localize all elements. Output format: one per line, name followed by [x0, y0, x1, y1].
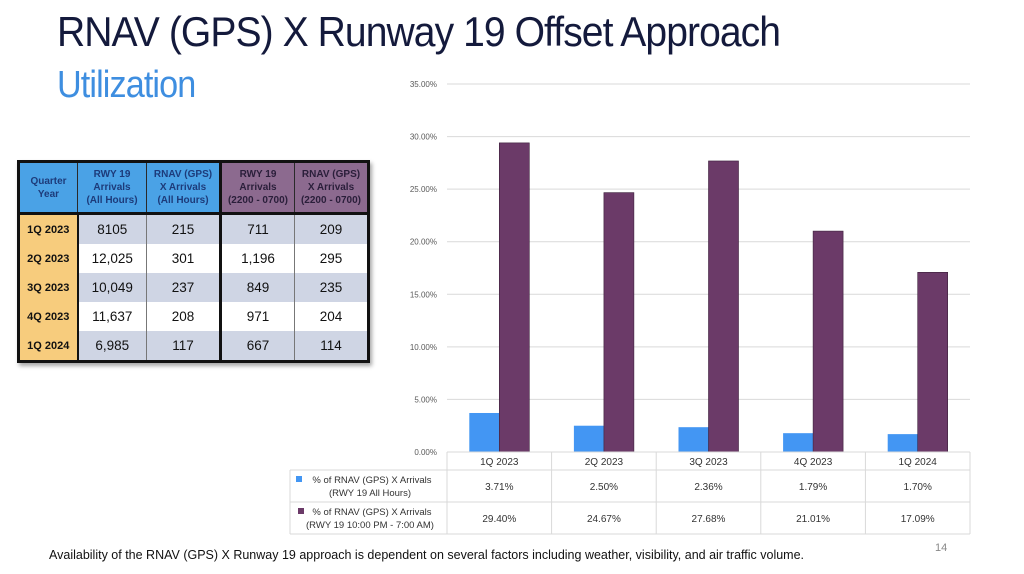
cell-quarter: 4Q 2023: [18, 302, 79, 331]
bar-all-hours-3q-2023: [678, 427, 709, 452]
bar-night-1q-2024: [917, 272, 949, 453]
table-row: 4Q 2023 11,637 208 971 204: [18, 302, 369, 331]
data-label: 3.71%: [485, 482, 513, 493]
data-label: 2.50%: [590, 482, 618, 493]
legend-key-night: [298, 508, 304, 514]
cell-rnav-night: 209: [294, 212, 369, 244]
footer-note: Availability of the RNAV (GPS) X Runway …: [49, 548, 805, 562]
cell-rnav-all: 208: [146, 302, 221, 331]
y-tick-label: 30.00%: [410, 133, 437, 142]
cell-quarter: 3Q 2023: [18, 273, 79, 302]
slide-title: RNAV (GPS) X Runway 19 Offset Approach: [57, 8, 781, 55]
header-rnav-night: RNAV (GPS) X Arrivals (2200 - 0700): [294, 161, 369, 214]
cell-rwy19-all: 12,025: [77, 244, 147, 273]
y-tick-label: 0.00%: [414, 448, 437, 457]
series-label-line1: % of RNAV (GPS) X Arrivals: [312, 475, 431, 486]
table-row: 2Q 2023 12,025 301 1,196 295: [18, 244, 369, 273]
bar-night-4q-2023: [812, 230, 844, 453]
series-label-line2: (RWY 19 10:00 PM - 7:00 AM): [306, 520, 434, 531]
cell-rnav-all: 301: [146, 244, 221, 273]
data-label: 1.70%: [904, 482, 932, 493]
cell-rwy19-all: 6,985: [77, 331, 147, 362]
header-rnav-all: RNAV (GPS) X Arrivals (All Hours): [146, 161, 221, 214]
cell-rwy19-all: 11,637: [77, 302, 147, 331]
cell-rnav-all: 117: [146, 331, 221, 362]
table-header-row: Quarter Year RWY 19 Arrivals (All Hours) RN…: [18, 161, 369, 214]
y-tick-label: 25.00%: [410, 185, 437, 194]
cell-rnav-night: 295: [294, 244, 369, 273]
cell-quarter: 2Q 2023: [18, 244, 79, 273]
arrivals-table: Quarter Year RWY 19 Arrivals (All Hours) RN…: [17, 160, 370, 363]
cell-rwy19-night: 1,196: [219, 244, 295, 273]
x-category-label: 2Q 2023: [585, 457, 624, 468]
cell-rwy19-night: 849: [219, 273, 295, 302]
bar-night-1q-2023: [498, 142, 530, 453]
cell-rnav-night: 204: [294, 302, 369, 331]
y-tick-label: 20.00%: [410, 238, 437, 247]
legend-key-all-hours: [296, 476, 302, 482]
series-label-line1: % of RNAV (GPS) X Arrivals: [312, 507, 431, 518]
x-category-label: 1Q 2023: [480, 457, 519, 468]
x-category-label: 4Q 2023: [794, 457, 833, 468]
cell-quarter: 1Q 2023: [18, 212, 79, 244]
series-label-line2: (RWY 19 All Hours): [329, 488, 411, 499]
cell-rwy19-night: 711: [219, 212, 295, 244]
x-category-label: 1Q 2024: [899, 457, 938, 468]
cell-rwy19-all: 10,049: [77, 273, 147, 302]
bar-all-hours-4q-2023: [783, 433, 814, 452]
cell-quarter: 1Q 2024: [18, 331, 79, 362]
data-label: 29.40%: [482, 514, 516, 525]
bar-night-3q-2023: [708, 160, 739, 453]
y-tick-label: 5.00%: [414, 395, 437, 404]
bar-all-hours-2q-2023: [573, 425, 604, 452]
table-row: 1Q 2024 6,985 117 667 114: [18, 331, 369, 362]
data-label: 1.79%: [799, 482, 827, 493]
bar-all-hours-1q-2024: [887, 434, 918, 452]
cell-rnav-all: 215: [146, 212, 221, 244]
cell-rnav-night: 235: [294, 273, 369, 302]
y-tick-label: 10.00%: [410, 343, 437, 352]
header-rwy19-night: RWY 19 Arrivals (2200 - 0700): [219, 161, 295, 214]
data-label: 17.09%: [901, 514, 935, 525]
data-label: 2.36%: [694, 482, 722, 493]
cell-rwy19-night: 971: [219, 302, 295, 331]
data-label: 24.67%: [587, 514, 621, 525]
table-row: 3Q 2023 10,049 237 849 235: [18, 273, 369, 302]
y-tick-label: 15.00%: [410, 290, 437, 299]
slide-subtitle: Utilization: [57, 64, 196, 106]
bar-all-hours-1q-2023: [469, 412, 500, 452]
y-tick-label: 35.00%: [410, 80, 437, 89]
page-number: 14: [935, 542, 948, 554]
cell-rwy19-night: 667: [219, 331, 295, 362]
cell-rnav-night: 114: [294, 331, 369, 362]
header-rwy19-all: RWY 19 Arrivals (All Hours): [77, 161, 147, 214]
cell-rnav-all: 237: [146, 273, 221, 302]
data-label: 21.01%: [796, 514, 830, 525]
bar-night-2q-2023: [603, 192, 635, 453]
data-label: 27.68%: [692, 514, 726, 525]
x-category-label: 3Q 2023: [689, 457, 728, 468]
cell-rwy19-all: 8105: [77, 212, 147, 244]
table-row: 1Q 2023 8105 215 711 209: [18, 212, 369, 244]
